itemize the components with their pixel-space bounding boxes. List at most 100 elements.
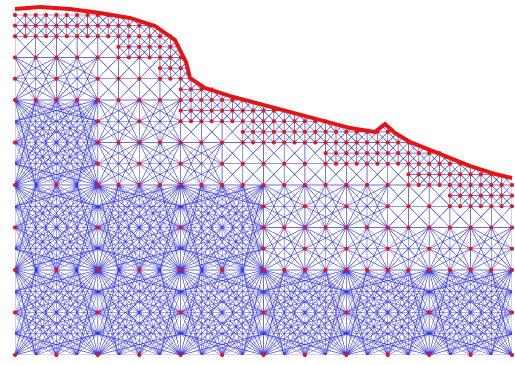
mesh-node [96,98,100,102]
mesh-node [262,162,266,166]
mesh-node [158,34,162,38]
mesh-node [262,119,266,123]
mesh-node [75,56,79,60]
mesh-node [489,226,493,230]
mesh-node [407,151,411,155]
mesh-node [179,77,183,81]
mesh-node [344,226,348,230]
mesh-node [375,162,379,166]
mesh-node [293,130,297,134]
mesh-node [137,268,141,272]
mesh-node [199,141,203,145]
mesh-node [500,183,504,187]
mesh-node [96,268,100,272]
mesh-node [220,162,224,166]
mesh-node [34,24,38,28]
mesh-node [417,151,421,155]
mesh-node [262,226,266,230]
mesh-node [210,119,214,123]
mesh-node [137,34,141,38]
mesh-node [168,66,172,70]
mesh-node [189,87,193,91]
mesh-node [96,183,100,187]
mesh-node [324,226,328,230]
mesh-node [386,247,390,251]
mesh-node [220,268,224,272]
mesh-node [458,183,462,187]
mesh-node [469,247,473,251]
mesh-node [106,24,110,28]
mesh-node [438,172,442,176]
mesh-node [199,119,203,123]
mesh-node [489,204,493,208]
mesh-node [355,162,359,166]
mesh-node [500,204,504,208]
mesh-node [168,77,172,81]
mesh-node [34,56,38,60]
mesh-node [386,162,390,166]
mesh-node [427,162,431,166]
mesh-node [303,130,307,134]
mesh-node [127,45,131,49]
mesh-node [489,194,493,198]
mesh-node [220,98,224,102]
mesh-node [282,119,286,123]
mesh-node [96,24,100,28]
mesh-node [344,311,348,315]
mesh-node [13,98,17,102]
mesh-node [179,119,183,123]
mesh-node [117,24,121,28]
mesh-node [262,268,266,272]
mesh-node [13,77,17,81]
mesh-node [448,194,452,198]
mesh-node [313,141,317,145]
mesh-node [179,183,183,187]
mesh-node [427,204,431,208]
mesh-node [137,98,141,102]
mesh-node [220,109,224,113]
mesh-node [127,24,131,28]
mesh-node [469,172,473,176]
mesh-node [282,226,286,230]
mesh-node [96,353,100,357]
mesh-node [189,119,193,123]
mesh-node [34,34,38,38]
mesh-node [230,119,234,123]
mesh-node [386,353,390,357]
mesh-node [262,247,266,251]
mesh-node [127,56,131,60]
mesh-node [137,56,141,60]
mesh-node [417,183,421,187]
mesh-node [272,119,276,123]
mesh-node [262,353,266,357]
mesh-node [148,45,152,49]
mesh-node [344,353,348,357]
mesh-node [427,311,431,315]
mesh-node [324,183,328,187]
mesh-node [365,151,369,155]
mesh-node [96,77,100,81]
mesh-node [324,268,328,272]
mesh-node [344,204,348,208]
mesh-node [386,151,390,155]
mesh-node [96,226,100,230]
mesh-node [241,162,245,166]
mesh-node [117,77,121,81]
mesh-node [158,141,162,145]
mesh-node [479,204,483,208]
mesh-node [344,151,348,155]
mesh-node [375,151,379,155]
mesh-node [313,130,317,134]
mesh-node [469,183,473,187]
mesh-node [282,130,286,134]
mesh-node [117,45,121,49]
mesh-node [179,311,183,315]
mesh-node [75,24,79,28]
mesh-node [365,226,369,230]
mesh-node [458,204,462,208]
mesh-node [199,109,203,113]
mesh-node [13,311,17,315]
mesh-node [479,183,483,187]
mesh-node [365,141,369,145]
mesh-node [448,268,452,272]
